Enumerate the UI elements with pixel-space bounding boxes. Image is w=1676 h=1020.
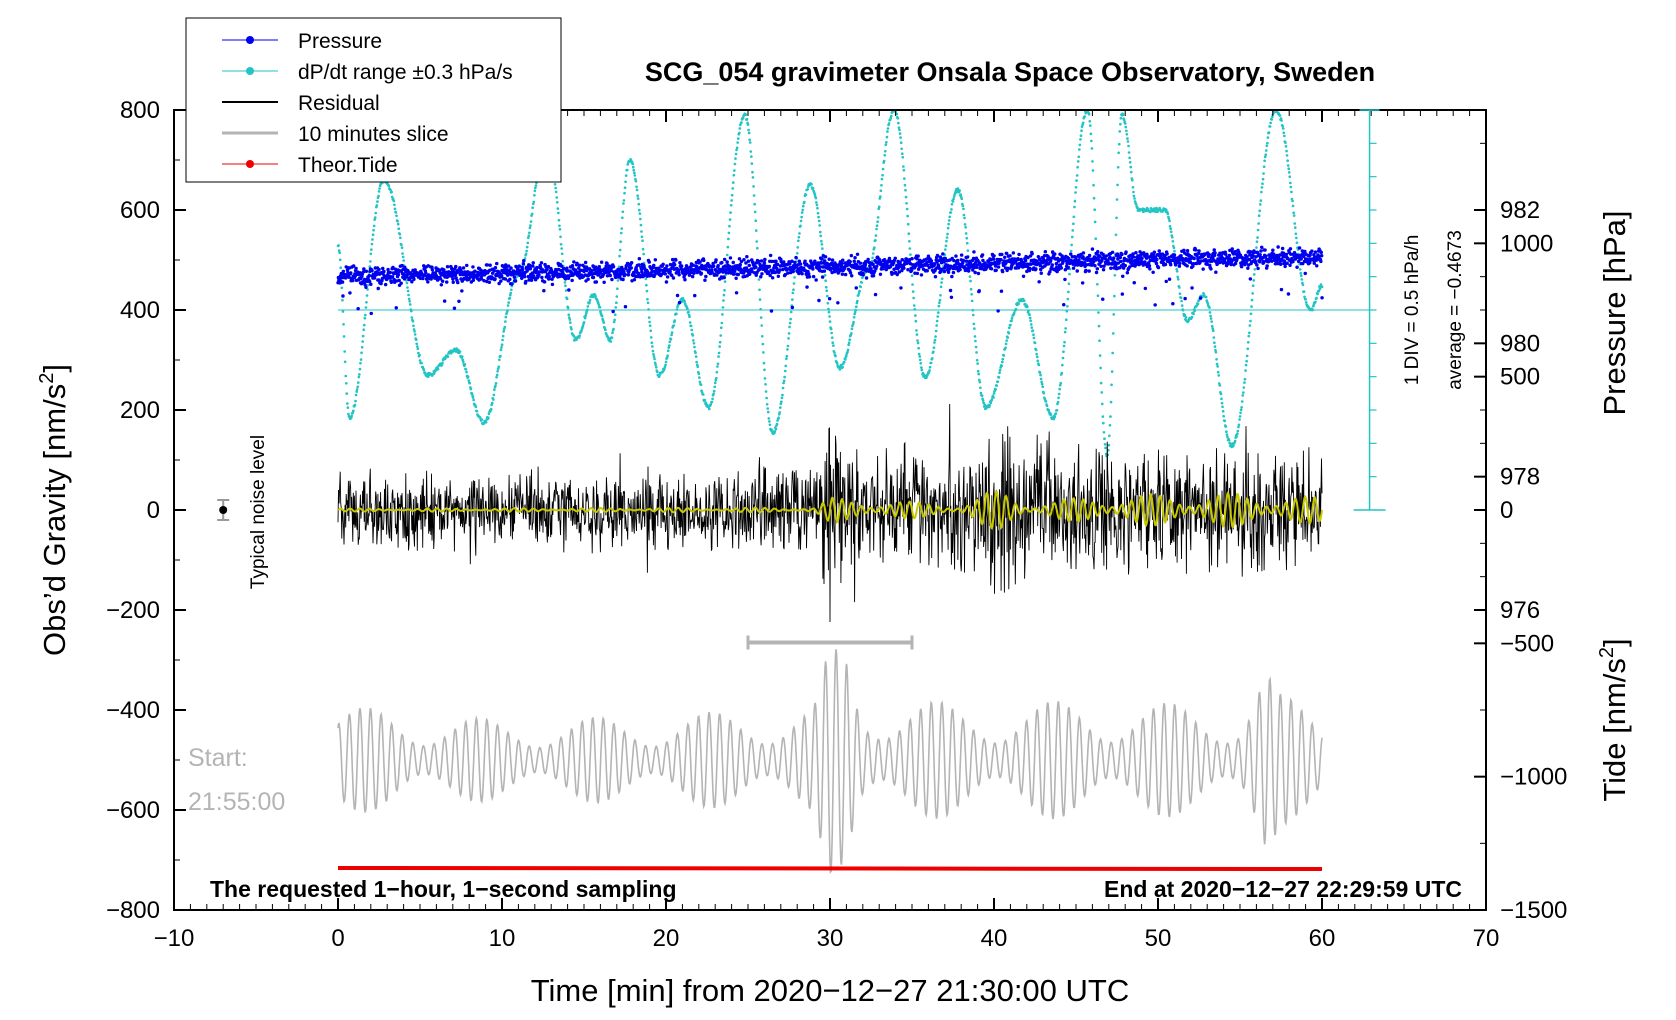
legend-box (185, 17, 562, 183)
legend-label-tide: Theor.Tide (298, 154, 398, 177)
x-tick-label: 30 (817, 925, 844, 952)
y-axis-title-left: Obs’d Gravity [nm/s2] (36, 364, 72, 656)
residual-line (337, 403, 1323, 623)
tide-tick-label: 500 (1500, 364, 1540, 391)
x-tick-label: 50 (1145, 925, 1172, 952)
x-tick-label: 60 (1309, 925, 1336, 952)
pressure-average-label: average = −0.4673 (1445, 230, 1466, 390)
legend-label-residual: Residual (298, 92, 380, 115)
x-tick-label: 10 (489, 925, 516, 952)
x-tick-label: 40 (981, 925, 1008, 952)
noise-level-label: Typical noise level (248, 435, 269, 589)
legend-marker-pressure (246, 36, 254, 44)
tide-tick-label: 1000 (1500, 230, 1553, 257)
x-tick-label: 20 (653, 925, 680, 952)
note-requested-sampling: The requested 1−hour, 1−second sampling (210, 876, 677, 902)
pressure-tick-label: 976 (1500, 597, 1540, 624)
slice-series (337, 635, 1323, 875)
y-axis-title-left-sup: 2 (36, 373, 58, 384)
legend-item-tide: Theor.Tide (222, 154, 398, 177)
gravity-tick-label: 600 (120, 197, 160, 224)
pressure-scale-label: 1 DIV = 0.5 hPa/h (1402, 235, 1423, 386)
tide-series (337, 866, 1323, 871)
gravity-tick-label: −600 (106, 797, 160, 824)
pressure-tick-label: 980 (1500, 330, 1540, 357)
x-axis-title: Time [min] from 2020−12−27 21:30:00 UTC (531, 973, 1130, 1008)
legend-item-residual: Residual (222, 92, 380, 115)
gravity-tick-label: 0 (147, 497, 160, 524)
noise-level-dot (219, 506, 228, 514)
legend-label-pressure: Pressure (298, 30, 382, 53)
gravity-axis: 800 600 400 200 0 −200 −400 −600 −800 (106, 97, 186, 924)
legend-marker-tide (246, 160, 254, 168)
legend-label-slice: 10 minutes slice (298, 123, 449, 146)
gravity-tick-label: 400 (120, 297, 160, 324)
dpdt-series (336, 110, 1372, 458)
y-axis-title-pressure: Pressure [hPa] (1597, 210, 1632, 415)
y-axis-title-tide: Tide [nm/s2] (1596, 638, 1632, 801)
pressure-series (336, 245, 1324, 316)
residual-series (337, 403, 1323, 623)
x-tick-label: −10 (154, 925, 195, 952)
tide-line (337, 866, 1323, 871)
gravity-tick-label: 200 (120, 397, 160, 424)
start-time: 21:55:00 (188, 788, 285, 816)
start-label: Start: (188, 744, 248, 772)
gravity-tick-label: −400 (106, 697, 160, 724)
dpdt-points (336, 110, 1324, 458)
tide-tick-label: −500 (1500, 630, 1554, 657)
tide-tick-label: 0 (1500, 497, 1513, 524)
legend-item-slice: 10 minutes slice (222, 123, 449, 146)
x-tick-label: 70 (1473, 925, 1500, 952)
tide-tick-label: −1000 (1500, 764, 1567, 791)
chart-title: SCG_054 gravimeter Onsala Space Observat… (645, 57, 1375, 87)
pressure-points (336, 245, 1324, 316)
annotations (217, 109, 1386, 521)
pressure-tick-label: 978 (1500, 464, 1540, 491)
y-axis-title-tide-sup: 2 (1596, 647, 1618, 658)
gravity-tick-label: 800 (120, 97, 160, 124)
pressure-tick-label: 982 (1500, 197, 1540, 224)
gravity-tick-label: −200 (106, 597, 160, 624)
gravity-tick-label: −800 (106, 897, 160, 924)
tide-axis: 1000 500 0 −500 −1000 −1500 (1474, 230, 1567, 924)
slice-line (337, 649, 1323, 875)
legend: Pressure dP/dt range ±0.3 hPa/s Residual… (185, 17, 562, 183)
x-axis: −10 0 10 20 30 40 50 60 70 (154, 110, 1500, 952)
pressure-axis: 982 980 978 976 (1474, 142, 1540, 624)
legend-marker-dpdt (246, 67, 254, 75)
legend-label-dpdt: dP/dt range ±0.3 hPa/s (298, 61, 513, 84)
legend-item-pressure: Pressure (222, 30, 382, 53)
residual-filtered-line (337, 489, 1323, 530)
legend-item-dpdt: dP/dt range ±0.3 hPa/s (222, 61, 513, 84)
residual-filtered-series (337, 489, 1323, 530)
note-end-time: End at 2020−12−27 22:29:59 UTC (1104, 876, 1462, 902)
tide-tick-label: −1500 (1500, 897, 1567, 924)
x-tick-label: 0 (331, 925, 344, 952)
